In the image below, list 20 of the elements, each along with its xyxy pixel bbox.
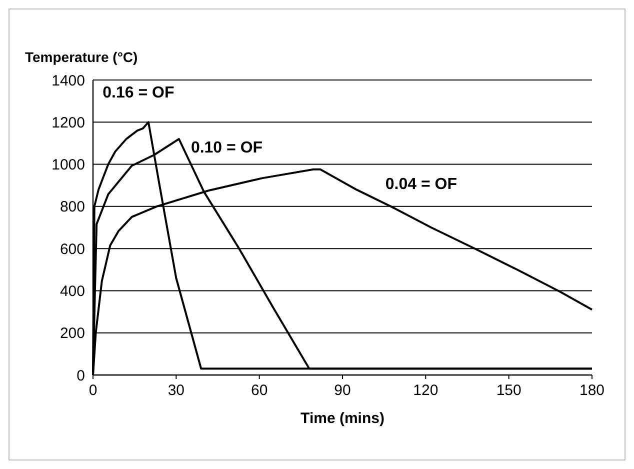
x-tick-label: 0 bbox=[88, 382, 98, 399]
x-tick-label: 30 bbox=[168, 382, 185, 399]
y-tick-label: 1000 bbox=[52, 156, 85, 174]
x-tick-label: 90 bbox=[334, 382, 351, 399]
y-tick-label: 1400 bbox=[52, 72, 85, 90]
y-tick-label: 800 bbox=[60, 198, 85, 216]
y-tick-label: 200 bbox=[60, 325, 85, 342]
y-tick-label: 1200 bbox=[52, 114, 85, 132]
y-tick-label: 400 bbox=[60, 282, 85, 300]
x-tick-label: 180 bbox=[579, 382, 605, 399]
x-tick-label: 60 bbox=[250, 382, 268, 399]
x-tick-label: 150 bbox=[496, 382, 522, 399]
y-tick-label: 0 bbox=[76, 367, 85, 384]
x-tick-label: 120 bbox=[413, 382, 438, 399]
y-axis-title: Temperature (°C) bbox=[25, 49, 138, 65]
series-label: 0.10 = OF bbox=[190, 140, 263, 157]
series-label: 0.16 = OF bbox=[102, 84, 174, 102]
y-tick-label: 600 bbox=[60, 240, 85, 258]
series-label: 0.04 = OF bbox=[385, 176, 458, 193]
x-axis-title: Time (mins) bbox=[300, 410, 384, 427]
